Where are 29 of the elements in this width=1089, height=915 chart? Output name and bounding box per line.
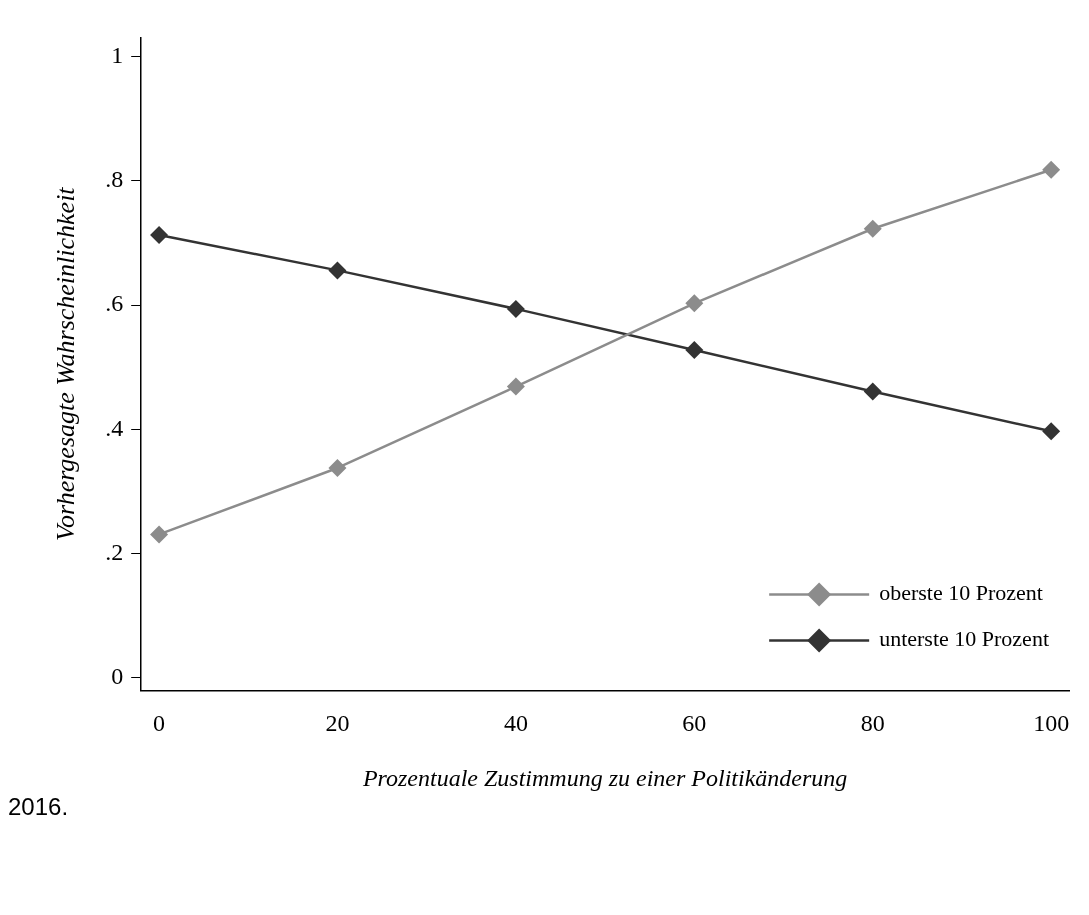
- point: [328, 458, 347, 477]
- point: [863, 382, 882, 401]
- y-tick-label: 0: [111, 663, 124, 690]
- x-tick-label: 0: [153, 710, 166, 737]
- x-tick-label: 40: [503, 710, 528, 737]
- y-tick-label: 1: [111, 41, 124, 68]
- x-tick-label: 80: [860, 710, 885, 737]
- legend-label: oberste 10 Prozent: [879, 580, 1043, 606]
- point: [506, 299, 525, 318]
- point: [863, 219, 882, 238]
- x-tick-label: 60: [682, 710, 707, 737]
- point: [150, 225, 169, 244]
- y-tick-label: .2: [105, 539, 124, 565]
- point: [685, 340, 704, 359]
- x-axis-title: Prozentuale Zustimmung zu einer Politikänderung: [361, 764, 848, 791]
- y-tick-label: .8: [105, 166, 124, 193]
- point: [506, 377, 525, 396]
- x-tick-label: 20: [325, 710, 350, 737]
- point: [328, 261, 347, 280]
- point: [1042, 160, 1061, 179]
- x-tick-label: 100: [1033, 710, 1070, 737]
- point: [685, 294, 704, 313]
- text: 2016.: [8, 793, 69, 821]
- y-tick-label: .6: [105, 290, 124, 317]
- y-axis-title: Vorhergesagte Wahrscheinlichkeit: [51, 186, 81, 541]
- legend-label: unterste 10 Prozent: [879, 626, 1050, 652]
- y-tick-label: .4: [105, 414, 124, 441]
- point: [1042, 422, 1061, 441]
- point: [150, 525, 169, 544]
